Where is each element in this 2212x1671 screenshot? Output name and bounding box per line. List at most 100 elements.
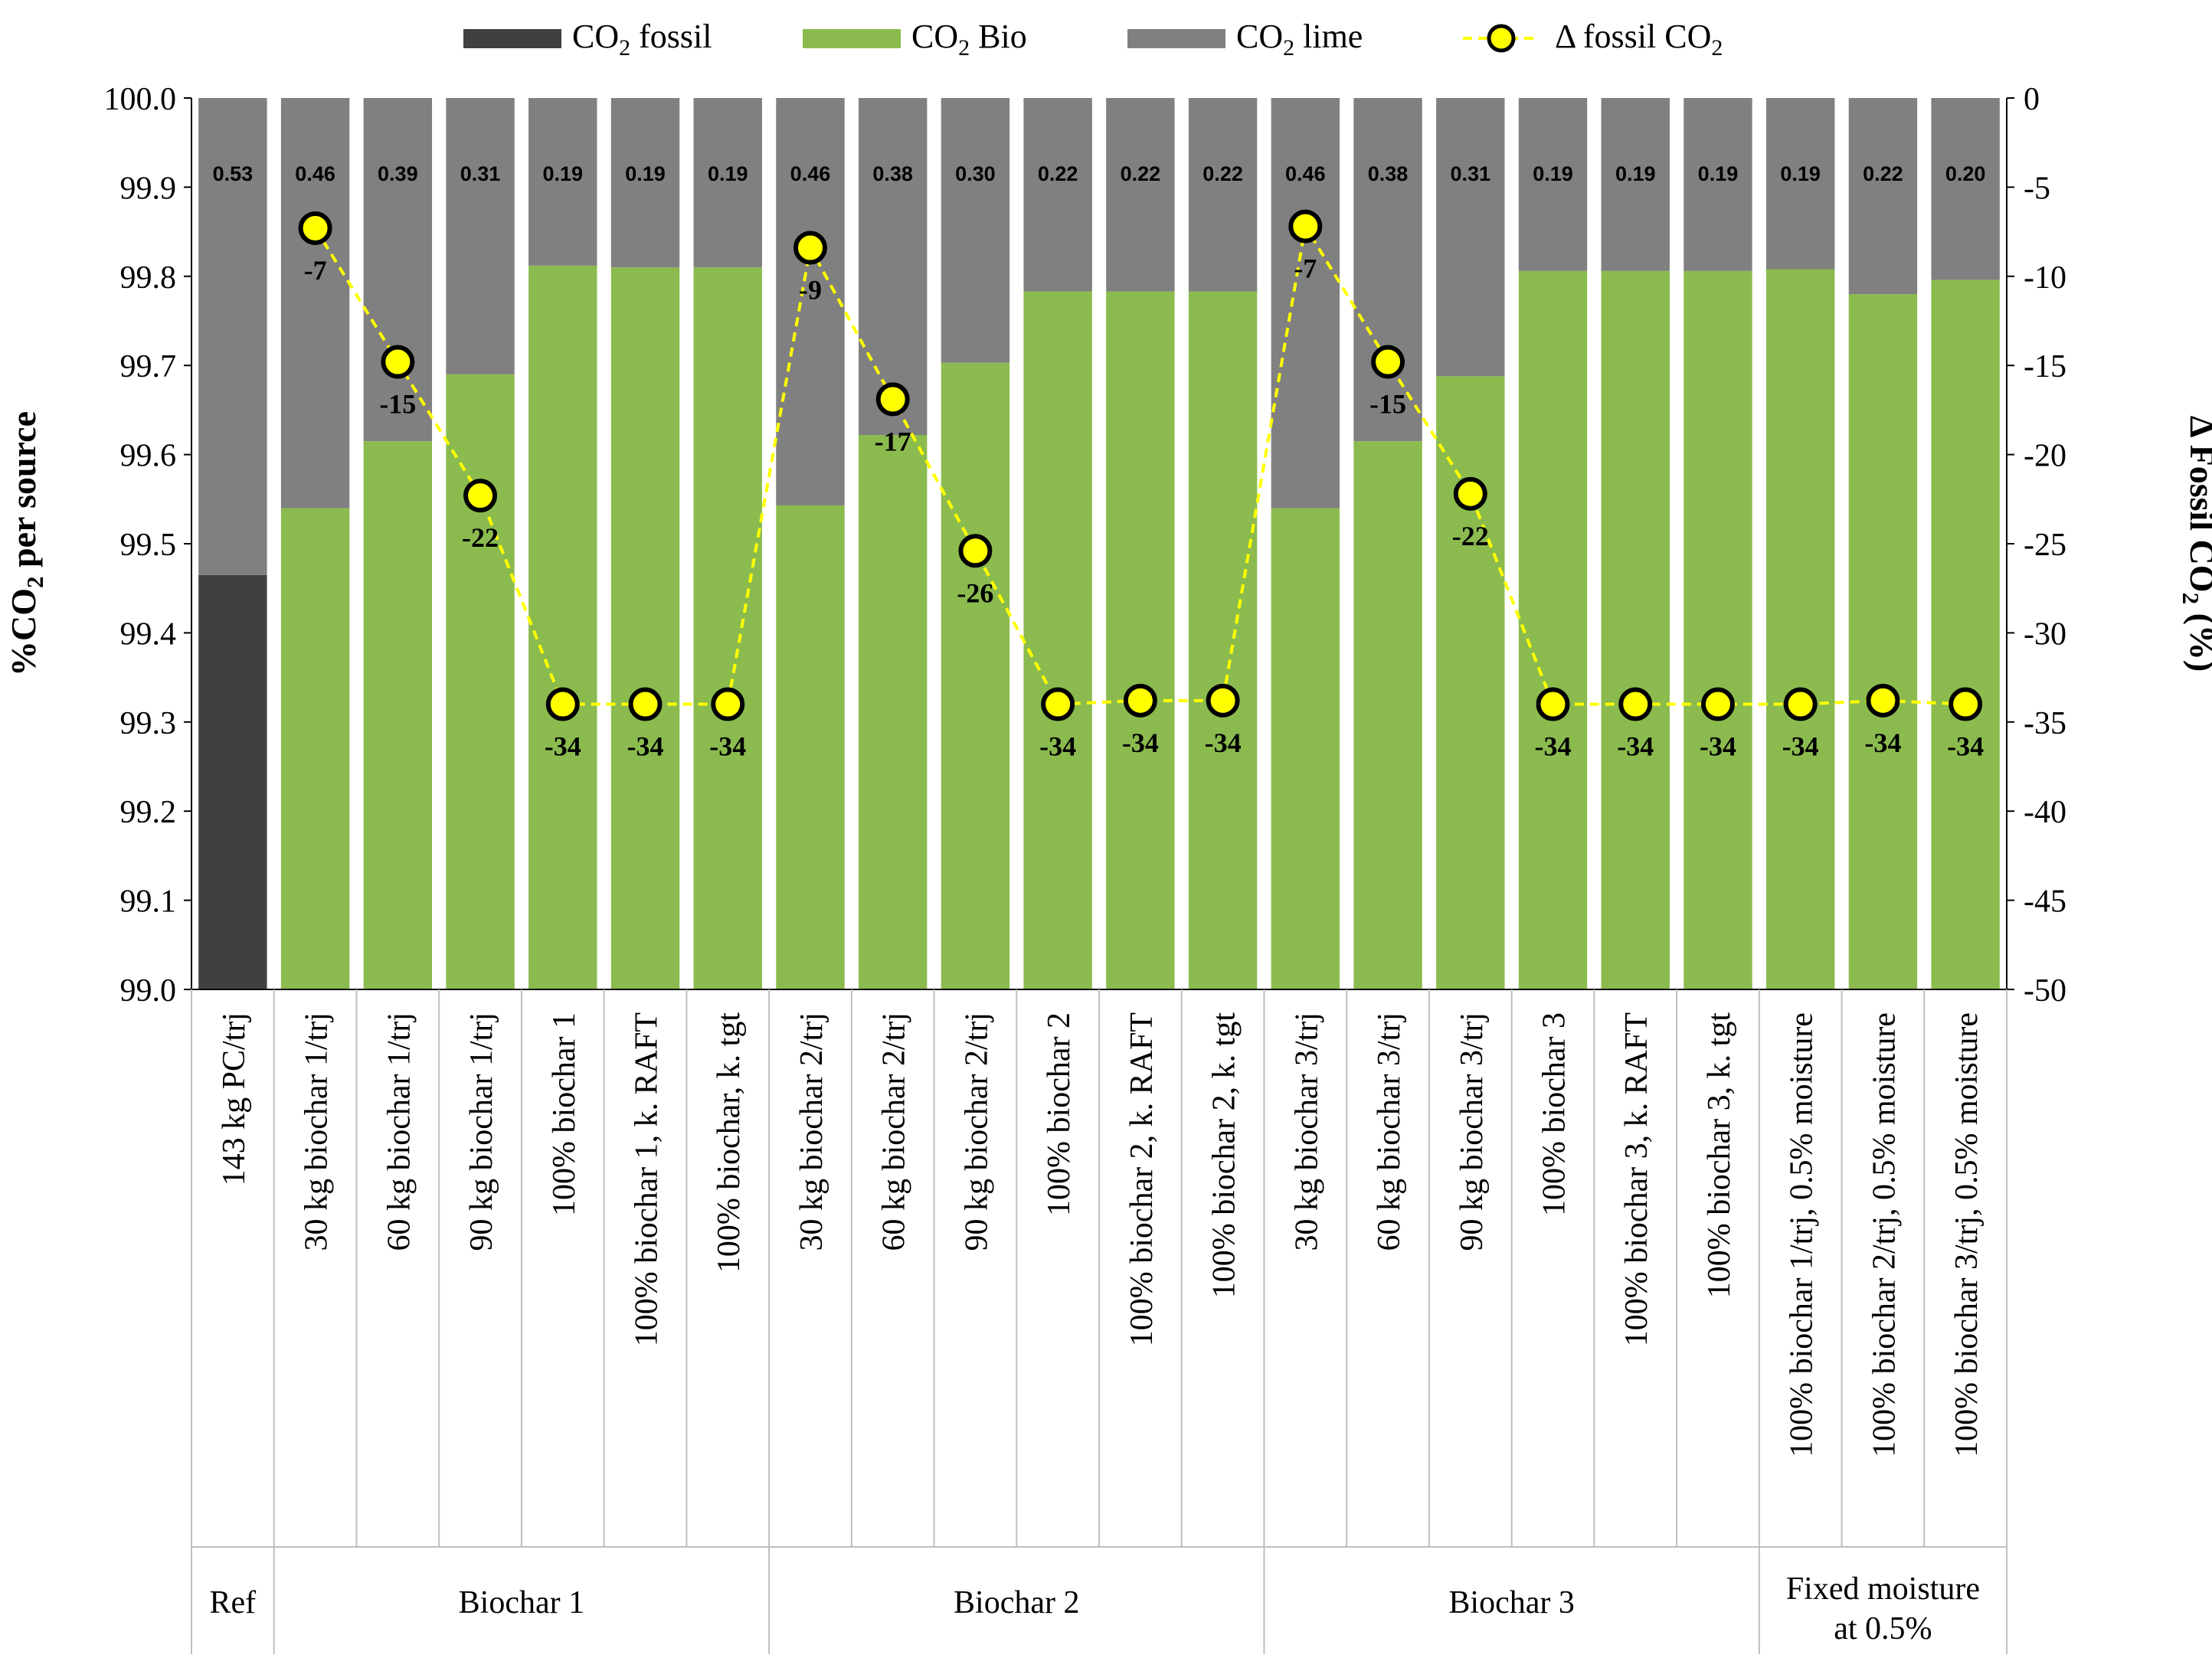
delta-fossil-label: -34: [709, 731, 746, 762]
right-tick-label: -10: [2024, 260, 2066, 296]
group-label: Biochar 2: [954, 1585, 1079, 1620]
bar-bio: [610, 267, 680, 989]
legend-label-delta: Δ fossil CO2: [1555, 18, 1723, 60]
delta-fossil-marker: [1206, 683, 1240, 718]
category-label: 100% biochar 2: [1042, 1012, 1077, 1216]
lime-value-label: 0.19: [1615, 162, 1656, 185]
lime-value-label: 0.46: [295, 162, 335, 185]
legend-label-fossil: CO2 fossil: [572, 18, 712, 60]
bar-lime: [280, 98, 350, 508]
left-tick-label: 99.4: [120, 616, 177, 652]
left-tick-label: 99.9: [120, 171, 177, 206]
delta-fossil-label: -34: [545, 731, 581, 762]
delta-fossil-label: -34: [1864, 728, 1901, 758]
legend-swatch-bio: [803, 29, 901, 48]
category-label: 30 kg biochar 3/trj: [1289, 1012, 1324, 1251]
lime-value-labels: 0.53 0.46 0.39 0.31 0.19 0.19 0.19 0.46 0.38 0.30…: [213, 162, 1986, 185]
bar-bio: [1353, 441, 1422, 989]
delta-fossil-label: -22: [1452, 521, 1489, 551]
left-tick-label: 99.6: [120, 439, 177, 474]
legend-swatch-fossil: [463, 29, 561, 48]
category-table: 143 kg PC/trj 30 kg biochar 1/trj 60 kg bi…: [191, 989, 2007, 1654]
delta-fossil-marker: [711, 687, 745, 721]
category-label: 60 kg biochar 3/trj: [1372, 1012, 1407, 1251]
bars: [191, 98, 2007, 990]
delta-fossil-marker: [1288, 209, 1323, 244]
lime-value-label: 0.22: [1038, 162, 1078, 185]
bar-lime: [1848, 98, 1918, 295]
category-label: 100% biochar 1: [547, 1012, 582, 1216]
category-label: 30 kg biochar 1/trj: [299, 1012, 335, 1251]
delta-fossil-label: -26: [957, 577, 993, 608]
bar-bio: [1684, 270, 1752, 989]
left-axis: 99.0 99.1 99.2 99.3 99.4 99.5 99.6 99.7 99.8 99.9…: [4, 82, 192, 1009]
bar-lime: [1023, 98, 1092, 292]
lime-value-label: 0.20: [1945, 162, 1986, 185]
delta-fossil-label: -22: [462, 522, 499, 553]
left-tick-label: 99.1: [120, 885, 177, 920]
delta-fossil-marker: [875, 382, 910, 417]
lime-value-label: 0.39: [378, 162, 418, 185]
delta-fossil-label: -9: [799, 275, 822, 306]
delta-fossil-marker: [1536, 687, 1570, 721]
bar-lime: [1601, 98, 1670, 271]
bar-bio: [1848, 294, 1918, 990]
delta-fossil-marker: [1041, 687, 1075, 721]
bar-bio: [1601, 270, 1670, 989]
delta-fossil-marker: [1123, 683, 1157, 718]
lime-value-label: 0.38: [1368, 162, 1409, 185]
legend-delta-marker-swatch: [1487, 24, 1516, 53]
group-label: Biochar 3: [1448, 1585, 1574, 1620]
bar-bio: [1188, 291, 1258, 989]
right-tick-label: -25: [2024, 528, 2066, 563]
lime-value-label: 0.19: [625, 162, 666, 185]
lime-value-label: 0.31: [1450, 162, 1490, 185]
category-label: 90 kg biochar 1/trj: [464, 1012, 499, 1251]
delta-fossil-marker: [1949, 687, 1983, 721]
delta-fossil-marker: [545, 687, 580, 721]
bar-bio: [1765, 269, 1835, 989]
lime-value-label: 0.30: [955, 162, 996, 185]
delta-fossil-label: -15: [379, 389, 416, 420]
bar-lime: [776, 98, 845, 505]
bar-lime: [858, 98, 928, 435]
delta-fossil-label: -15: [1369, 389, 1406, 420]
category-label: 100% biochar 3, k. RAFT: [1619, 1012, 1654, 1346]
group-label: Ref: [210, 1585, 257, 1620]
right-tick-label: -50: [2024, 973, 2066, 1009]
lime-value-label: 0.19: [1533, 162, 1573, 185]
lime-value-label: 0.19: [1780, 162, 1821, 185]
bar-fossil: [198, 574, 267, 989]
delta-fossil-label: -7: [304, 255, 327, 286]
lime-value-label: 0.22: [1203, 162, 1243, 185]
category-label: 100% biochar 2/trj, 0.5% moisture: [1867, 1012, 1902, 1457]
right-tick-label: -5: [2024, 171, 2050, 206]
bar-lime: [198, 98, 267, 575]
lime-value-label: 0.31: [460, 162, 501, 185]
category-label: 60 kg biochar 1/trj: [381, 1012, 417, 1251]
bar-lime: [1353, 98, 1422, 442]
delta-fossil-marker: [958, 534, 993, 568]
right-axis-title: Δ Fossil CO2 (%): [2178, 416, 2212, 672]
category-label: 100% biochar 1, k. RAFT: [630, 1012, 665, 1346]
bar-bio: [941, 362, 1010, 989]
bar-bio: [446, 374, 515, 990]
bar-lime: [1188, 98, 1258, 292]
group-label: Biochar 1: [459, 1585, 584, 1620]
lime-value-label: 0.19: [708, 162, 748, 185]
bar-lime: [941, 98, 1010, 363]
bar-lime: [1518, 98, 1588, 271]
bar-bio: [1271, 508, 1340, 989]
group-label: Fixed moisture at 0.5%: [1786, 1571, 1980, 1646]
bar-lime: [528, 98, 597, 266]
category-label: 100% biochar, k. tgt: [712, 1012, 747, 1273]
delta-fossil-label: -7: [1294, 253, 1317, 284]
right-tick-label: 0: [2024, 82, 2040, 117]
delta-fossil-label: -34: [1122, 728, 1159, 758]
bar-bio: [1023, 291, 1092, 989]
bar-bio: [528, 265, 597, 989]
legend-label-lime: CO2 lime: [1236, 18, 1363, 60]
bar-bio: [776, 505, 845, 989]
lime-value-label: 0.46: [1285, 162, 1326, 185]
